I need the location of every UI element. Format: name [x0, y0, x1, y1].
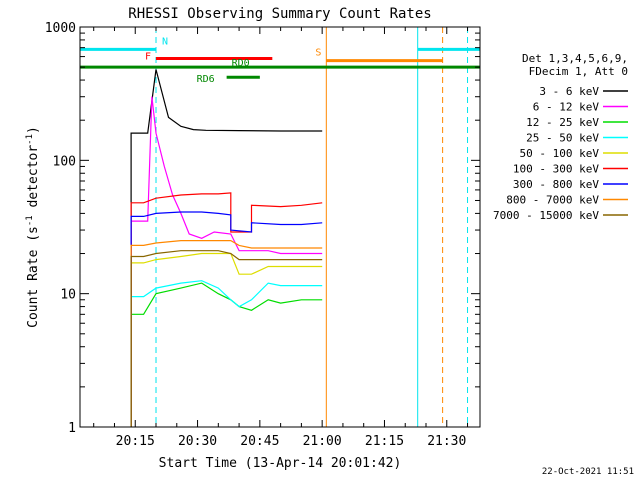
x-axis-label: Start Time (13-Apr-14 20:01:42) — [159, 456, 402, 471]
flag-label-s: S — [315, 48, 321, 59]
legend-label-3: 25 - 50 keV — [526, 132, 599, 145]
legend-label-8: 7000 - 15000 keV — [493, 209, 599, 222]
y-tick-label-2: 10 — [60, 288, 76, 303]
y-tick-label-1: 100 — [53, 154, 76, 169]
legend-label-1: 6 - 12 keV — [533, 101, 600, 114]
flag-label-rd6: RD6 — [197, 74, 215, 85]
series-line-5 — [130, 192, 323, 427]
legend-header-0: Det 1,3,4,5,6,9, — [522, 52, 628, 65]
x-tick-label-4: 21:15 — [365, 434, 404, 449]
series-line-7 — [130, 240, 323, 427]
y-axis-label-part3: ) — [26, 126, 41, 134]
flag-label-n: N — [162, 36, 168, 47]
flag-label-f: F — [145, 52, 151, 63]
y-axis-label-sup1: -1 — [25, 215, 35, 226]
x-tick-label-0: 20:15 — [116, 434, 155, 449]
y-axis-label: Count Rate (s-1 detector-1) — [25, 126, 41, 328]
chart-title: RHESSI Observing Summary Count Rates — [128, 6, 431, 22]
flag-label-rd0: RD0 — [232, 58, 250, 69]
legend-label-5: 100 - 300 keV — [513, 163, 599, 176]
plot-area: N S F RD0 RD6 — [79, 27, 480, 427]
series-line-0 — [130, 69, 323, 427]
series-line-8 — [130, 250, 323, 427]
legend-label-2: 12 - 25 keV — [526, 116, 599, 129]
legend-header-1: FDecim 1, Att 0 — [529, 65, 628, 78]
series-line-4 — [130, 252, 323, 427]
footer-timestamp: 22-Oct-2021 11:51 — [542, 467, 634, 477]
y-tick-label-3: 1 — [68, 421, 76, 436]
x-tick-label-3: 21:00 — [303, 434, 342, 449]
series-line-6 — [130, 211, 323, 427]
legend-label-0: 3 - 6 keV — [539, 85, 599, 98]
y-axis-label-part2: detector — [26, 145, 41, 216]
plot-frame — [79, 26, 481, 428]
series-line-2 — [130, 282, 323, 427]
y-axis-label-part1: Count Rate (s — [26, 226, 41, 328]
x-tick-label-5: 21:30 — [427, 434, 466, 449]
legend-label-4: 50 - 100 keV — [520, 147, 600, 160]
x-tick-label-1: 20:30 — [178, 434, 217, 449]
legend: Det 1,3,4,5,6,9,FDecim 1, Att 0 3 - 6 keV… — [493, 52, 628, 222]
y-tick-label-0: 1000 — [45, 21, 76, 36]
y-axis-label-sup2: -1 — [25, 134, 35, 145]
x-tick-label-2: 20:45 — [240, 434, 279, 449]
series-line-3 — [130, 280, 323, 427]
series-line-1 — [130, 96, 323, 427]
legend-label-6: 300 - 800 keV — [513, 178, 599, 191]
legend-label-7: 800 - 7000 keV — [506, 194, 599, 207]
axis-ticks: 20:15 20:30 20:45 21:00 21:15 21:30 1000 100 10 1 — [45, 21, 480, 449]
